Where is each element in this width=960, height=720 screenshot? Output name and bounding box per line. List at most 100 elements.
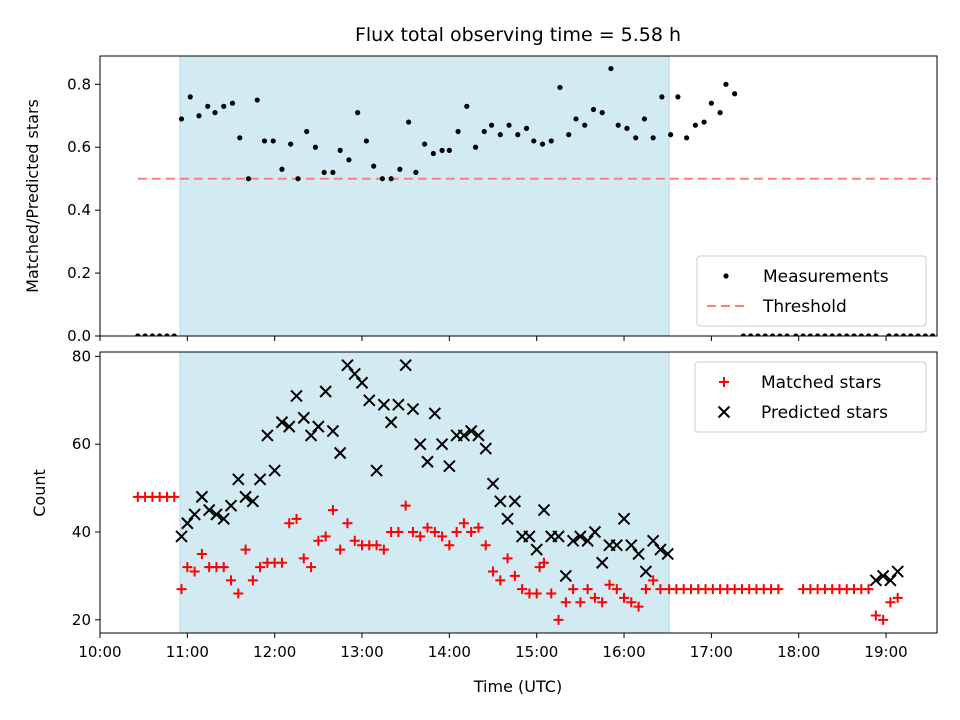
- bottom-matched-point: [218, 562, 229, 573]
- bottom-predicted-point: [377, 398, 391, 411]
- bottom-data-layer: [132, 358, 904, 625]
- bottom-predicted-point: [290, 389, 303, 403]
- bottom-predicted-point: [319, 385, 332, 398]
- bottom-matched-point: [327, 505, 338, 516]
- bottom-predicted-point: [661, 547, 674, 561]
- bottom-predicted-point: [574, 530, 587, 543]
- bottom-predicted-point: [384, 416, 398, 429]
- bottom-predicted-point: [559, 569, 573, 583]
- top-measurement-point: [321, 169, 327, 176]
- bottom-matched-point: [611, 584, 622, 595]
- bottom-matched-point: [276, 557, 287, 568]
- x-axis-label: Time (UTC): [473, 677, 562, 696]
- top-measurement-point: [245, 176, 252, 182]
- top-measurement-point: [930, 333, 936, 336]
- bottom-matched-point: [538, 557, 549, 568]
- bottom-legend-swatch: [717, 405, 731, 419]
- bottom-predicted-point: [341, 358, 354, 372]
- bottom-predicted-point: [464, 424, 478, 438]
- bottom-matched-point: [575, 597, 586, 608]
- bottom-matched-point: [451, 527, 462, 538]
- top-legend-label: Measurements: [763, 267, 889, 287]
- bottom-matched-point: [393, 527, 404, 538]
- top-measurement-point: [178, 116, 185, 122]
- top-measurement-point: [171, 333, 177, 336]
- bottom-matched-point: [560, 597, 571, 608]
- bottom-predicted-point: [312, 420, 325, 433]
- top-measurement-point: [608, 65, 614, 72]
- top-measurement-point: [624, 125, 630, 131]
- top-measurement-point: [523, 125, 530, 131]
- bottom-predicted-point: [457, 429, 471, 442]
- bottom-predicted-point: [414, 437, 427, 451]
- top-measurement-point: [740, 333, 746, 336]
- bottom-matched-point: [531, 588, 542, 599]
- bottom-matched-point: [885, 597, 896, 608]
- top-measurement-point: [822, 333, 828, 336]
- top-axes-frame: [99, 55, 938, 337]
- top-measurement-point: [748, 333, 754, 336]
- bottom-predicted-point: [253, 473, 267, 486]
- bottom-predicted-point: [239, 490, 252, 504]
- top-measurement-point: [295, 176, 301, 182]
- top-measurement-point: [675, 94, 681, 100]
- bottom-legend-swatch: [719, 377, 729, 387]
- top-measurement-point: [539, 141, 546, 147]
- top-measurement-point: [164, 333, 170, 336]
- bottom-axes-frame: [99, 351, 938, 634]
- bottom-predicted-point: [326, 424, 340, 438]
- top-measurement-point: [723, 81, 729, 87]
- bottom-matched-point: [313, 535, 324, 546]
- bottom-matched-point: [773, 584, 784, 595]
- top-measurement-point: [405, 119, 412, 125]
- top-measurement-point: [865, 333, 872, 336]
- top-measurement-point: [288, 141, 294, 147]
- bottom-matched-point: [335, 544, 346, 555]
- bottom-predicted-point: [625, 538, 638, 552]
- bottom-y-tick-label: 20: [72, 611, 91, 629]
- top-measurement-point: [157, 333, 163, 336]
- bottom-matched-point: [233, 588, 244, 599]
- top-measurement-point: [430, 150, 436, 157]
- bottom-y-axis-label: Count: [30, 469, 49, 517]
- bottom-matched-point: [655, 584, 666, 595]
- bottom-predicted-point: [421, 455, 434, 468]
- bottom-matched-point: [582, 584, 593, 595]
- top-measurement-point: [557, 84, 563, 91]
- top-measurement-point: [221, 103, 227, 109]
- bottom-matched-point: [626, 597, 637, 608]
- top-measurement-point: [582, 122, 588, 128]
- top-measurement-point: [633, 135, 639, 141]
- bottom-predicted-point: [869, 574, 883, 587]
- top-measurement-point: [481, 128, 487, 135]
- top-measurement-point: [769, 333, 776, 336]
- top-measurement-point: [304, 128, 310, 135]
- top-measurement-point: [149, 333, 156, 336]
- bottom-matched-point: [604, 579, 615, 590]
- top-measurement-point: [701, 119, 707, 125]
- top-measurement-point: [641, 116, 648, 122]
- bottom-matched-point: [255, 562, 266, 573]
- top-measurement-point: [261, 138, 268, 144]
- bottom-predicted-point: [333, 446, 347, 460]
- top-measurement-point: [397, 166, 403, 172]
- top-measurement-point: [829, 333, 835, 336]
- top-measurement-point: [330, 169, 336, 176]
- bottom-predicted-point: [617, 512, 631, 526]
- bottom-matched-point: [196, 548, 207, 559]
- top-measurement-point: [270, 138, 276, 144]
- top-measurement-point: [800, 333, 806, 336]
- bottom-x-tick-label: 18:00: [777, 643, 820, 661]
- bottom-x-tick-label: 16:00: [602, 643, 645, 661]
- top-measurement-point: [497, 132, 503, 138]
- bottom-predicted-point: [595, 556, 609, 569]
- top-measurement-point: [346, 157, 352, 163]
- top-measurement-point: [363, 138, 369, 144]
- bottom-predicted-point: [297, 411, 310, 425]
- bottom-x-tick-label: 13:00: [340, 643, 383, 661]
- bottom-predicted-point: [530, 543, 543, 556]
- bottom-predicted-point: [523, 530, 536, 543]
- top-measurement-point: [371, 163, 377, 169]
- bottom-predicted-point: [275, 416, 289, 429]
